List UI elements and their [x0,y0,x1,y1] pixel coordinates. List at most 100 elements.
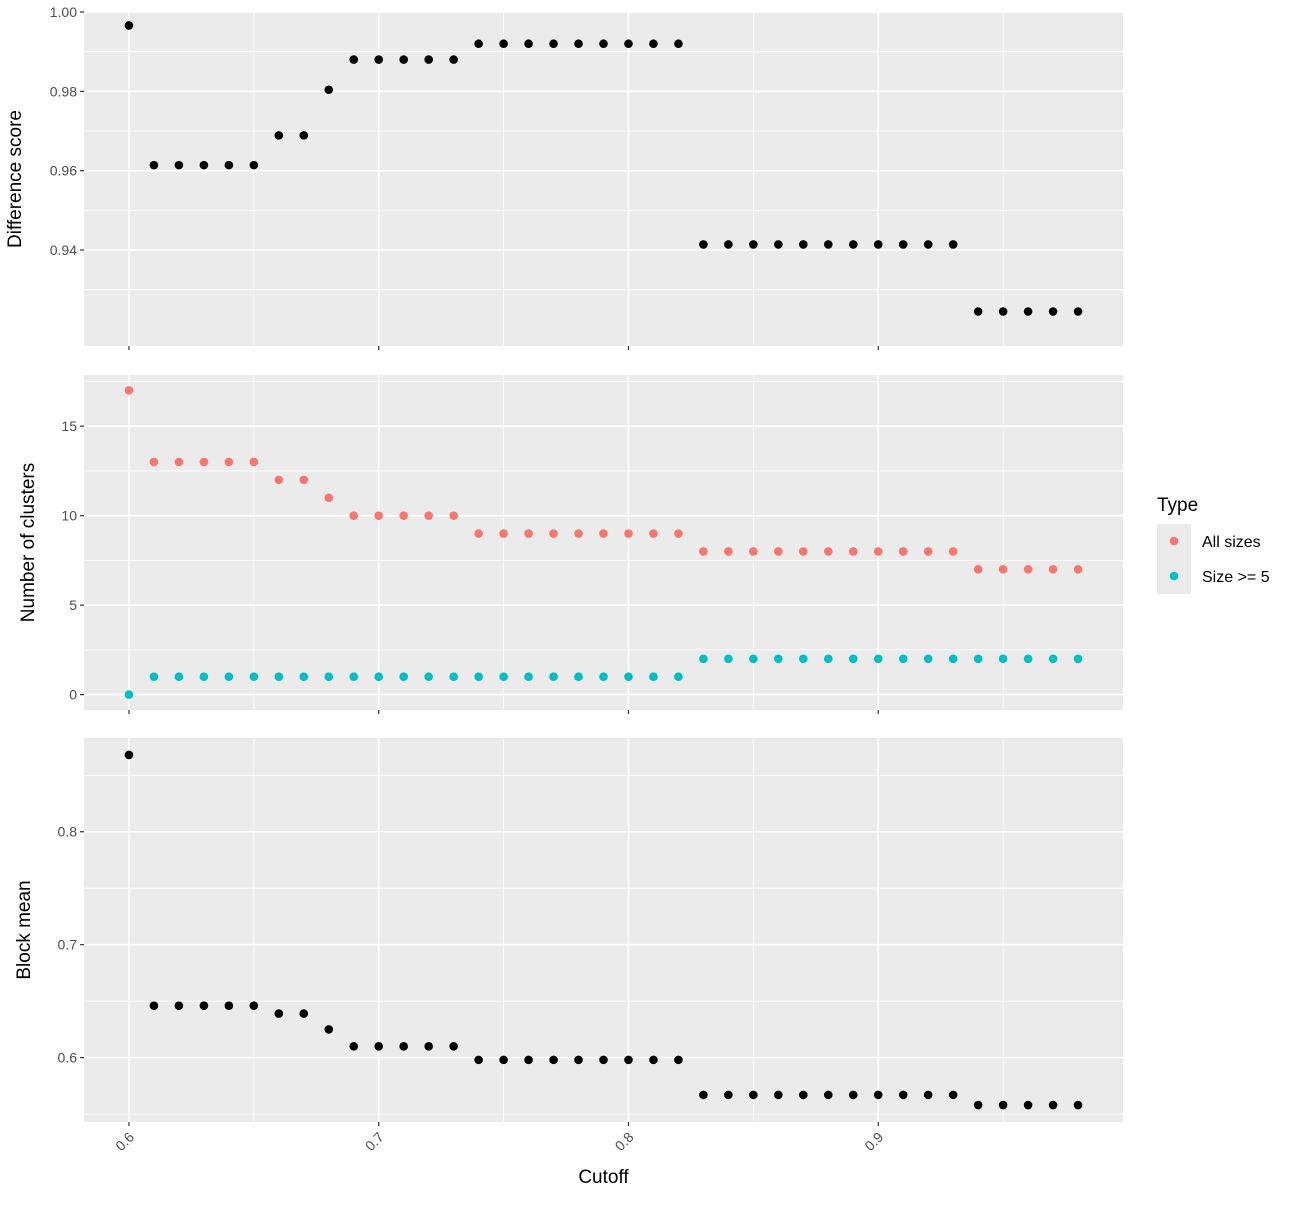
data-point [349,1042,359,1051]
y-axis-title: Difference score [5,110,26,248]
panel-background [84,738,1123,1122]
data-point [674,39,683,49]
panel-background [84,375,1123,710]
panel-1: 0.94 0.96 0.98 1.00 Difference score [5,4,1123,350]
data-point [399,1042,408,1051]
data-point [799,654,808,664]
data-point [823,240,833,249]
data-point [374,511,384,520]
data-point [474,1055,483,1065]
data-point [249,457,259,467]
data-point [224,1001,234,1010]
data-point [749,240,758,249]
data-point [424,511,433,520]
data-point [399,55,408,64]
data-point [1048,654,1058,664]
data-point [499,1055,508,1065]
data-point [923,1090,933,1100]
data-point [823,654,833,664]
legend-key [1169,536,1179,546]
data-point [1073,565,1083,574]
data-point [649,529,658,538]
data-point [474,529,483,538]
legend-key-background [1157,524,1191,594]
data-point [324,1025,334,1034]
data-point [599,1055,608,1065]
data-point [848,240,858,249]
data-point [174,160,184,170]
data-point [124,21,134,30]
data-point [649,672,658,682]
data-point [848,1090,858,1100]
data-point [149,672,159,682]
data-point [873,654,883,664]
data-point [898,547,908,556]
data-point [199,457,209,467]
data-point [1023,654,1033,664]
data-point [1073,654,1083,664]
data-point [499,39,508,49]
data-point [374,1042,384,1051]
data-point [549,39,558,49]
data-point [524,529,533,538]
data-point [724,654,733,664]
y-tick-label: 0.8 [58,824,78,840]
y-tick-label: 0.7 [58,937,78,953]
data-point [749,1090,758,1100]
data-point [749,547,758,556]
y-tick-label: 1.00 [50,4,77,20]
y-tick-label: 15 [61,418,77,434]
data-point [998,654,1008,664]
data-point [224,457,234,467]
data-point [449,672,458,682]
data-point [973,307,983,316]
data-point [624,529,633,538]
data-point [374,55,384,64]
data-point [973,654,983,664]
data-point [424,1042,433,1051]
data-point [524,672,533,682]
data-point [174,457,184,467]
legend: Type All sizes Size >= 5 [1157,495,1270,594]
y-tick-label: 0.94 [50,242,77,258]
data-point [823,547,833,556]
data-point [449,55,458,64]
data-point [199,160,209,170]
y-axis-title: Number of clusters [18,463,39,622]
data-point [324,672,334,682]
data-point [649,39,658,49]
panel-2: 0 5 10 15 Number of clusters [18,375,1123,714]
data-point [274,1009,284,1018]
panel-background [84,12,1123,346]
data-point [574,39,583,49]
data-point [474,672,483,682]
data-point [574,529,583,538]
data-point [249,1001,259,1010]
data-point [973,565,983,574]
y-tick-label: 5 [69,597,77,613]
data-point [624,672,633,682]
data-point [599,529,608,538]
data-point [424,672,433,682]
data-point [774,654,783,664]
data-point [249,160,259,170]
data-point [499,672,508,682]
data-point [149,457,159,467]
data-point [1048,1100,1058,1110]
data-point [948,654,958,664]
data-point [948,547,958,556]
data-point [948,1090,958,1100]
data-point [774,240,783,249]
data-point [599,672,608,682]
data-point [1023,307,1033,316]
data-point [599,39,608,49]
legend-label: Size >= 5 [1202,569,1270,586]
data-point [549,1055,558,1065]
data-point [274,131,284,140]
data-point [1023,565,1033,574]
data-point [524,39,533,49]
legend-key [1169,571,1179,581]
data-point [1048,307,1058,316]
y-tick-label: 0 [69,687,77,703]
